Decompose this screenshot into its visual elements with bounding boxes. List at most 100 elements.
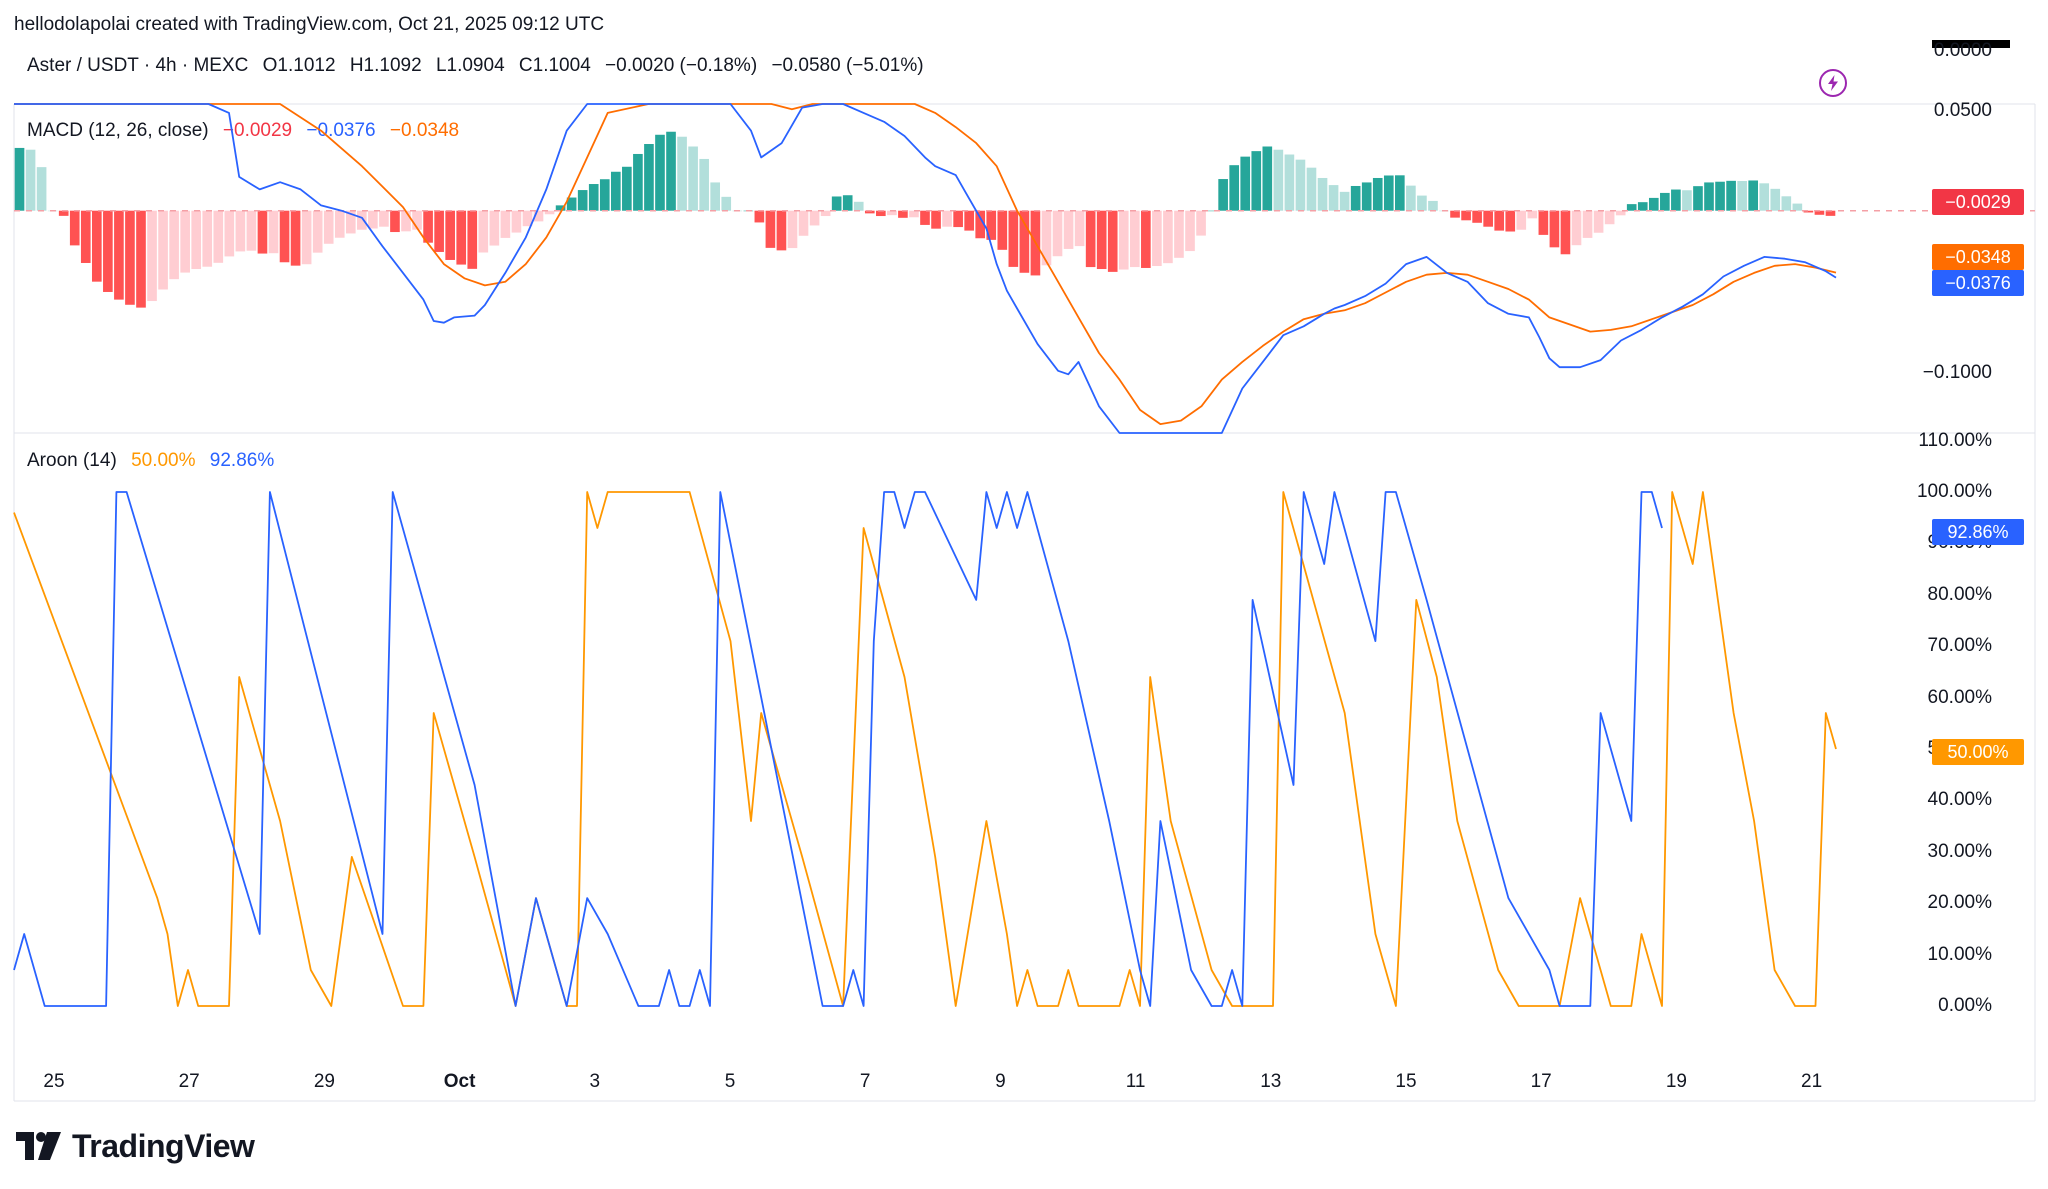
flash-icon[interactable] <box>1818 68 1848 98</box>
macd-hist-bar <box>1229 165 1240 211</box>
macd-hist-bar <box>1792 203 1803 211</box>
date-tick: 3 <box>589 1071 601 1092</box>
date-tick: 9 <box>995 1071 1006 1092</box>
macd-hist-bar <box>1129 210 1140 268</box>
macd-hist-bar <box>1383 175 1394 211</box>
macd-hist-bar <box>1041 210 1052 266</box>
macd-hist-bar <box>1284 154 1295 211</box>
macd-hist-bar <box>334 210 345 238</box>
macd-hist-bar <box>1814 210 1825 215</box>
macd-hist-bar <box>876 210 886 217</box>
symbol-name[interactable]: Aster / USDT · 4h · MEXC <box>27 55 249 76</box>
aroon-up-line <box>13 491 1837 1007</box>
aroon-down-value: 92.86% <box>209 450 275 471</box>
macd-hist-bar <box>1008 210 1019 267</box>
macd-hist-bar <box>1074 210 1085 247</box>
macd-hist-bar <box>1626 204 1637 211</box>
macd-hist-bar <box>1361 182 1372 211</box>
macd-hist-bar <box>677 136 687 211</box>
macd-hist-bar <box>1251 151 1262 211</box>
aroon-axis-tick: 30.00% <box>1927 840 1992 862</box>
tradingview-logo[interactable]: TradingView <box>16 1128 255 1164</box>
macd-hist-bar <box>1218 179 1228 211</box>
macd-hist-bar <box>710 182 721 211</box>
aroon-title[interactable]: Aroon (14) <box>27 450 117 471</box>
macd-hist-bar <box>1825 210 1836 216</box>
macd-hist-bar <box>257 210 268 254</box>
macd-hist-bar <box>180 210 190 273</box>
macd-hist-bar <box>1163 210 1173 264</box>
macd-hist-bar <box>1019 210 1030 273</box>
macd-hist-bar <box>1306 167 1317 211</box>
macd-hist-bar <box>36 167 47 211</box>
top-axis-value: 0.0000 <box>1933 40 1992 61</box>
macd-hist-bar <box>1560 210 1571 255</box>
macd-hist-bar <box>25 149 36 211</box>
date-tick: 17 <box>1530 1071 1552 1092</box>
macd-hist-bar <box>986 210 997 240</box>
macd-hist-bar <box>1748 180 1758 211</box>
date-tick: 21 <box>1801 1071 1823 1092</box>
date-tick: 5 <box>724 1071 736 1092</box>
macd-hist-bar <box>920 210 930 225</box>
macd-hist-bar <box>1317 177 1328 211</box>
macd-hist-bar <box>588 184 599 211</box>
macd-hist-tag: −0.0029 <box>1932 189 2024 215</box>
macd-hist-bar <box>401 210 411 232</box>
macd-hist-bar <box>1549 210 1560 248</box>
macd-hist-bar <box>1704 182 1714 211</box>
macd-hist-bar <box>158 210 168 290</box>
macd-hist-bar <box>489 210 500 246</box>
macd-hist-bar <box>931 210 941 229</box>
macd-hist-bar <box>633 153 643 211</box>
macd-hist-bar <box>555 205 566 211</box>
ohlc-close: C1.1004 <box>518 55 591 76</box>
macd-hist-bar <box>666 131 676 211</box>
macd-hist-bar <box>1395 175 1405 211</box>
macd-hist-bar <box>125 210 135 305</box>
macd-hist-bar <box>246 210 257 251</box>
macd-signal-value: −0.0348 <box>389 120 460 141</box>
macd-hist-bar <box>721 196 732 211</box>
macd-hist-bar <box>699 158 709 211</box>
macd-hist-bar <box>368 210 378 229</box>
macd-hist-bar <box>191 210 202 270</box>
macd-line-tag: −0.0376 <box>1932 270 2024 296</box>
macd-hist-bar <box>1185 210 1195 252</box>
macd-hist-bar <box>412 210 422 230</box>
macd-hist-bar <box>1726 180 1736 211</box>
macd-hist-bar <box>1372 177 1383 211</box>
macd-hist-bar <box>169 210 179 280</box>
macd-hist-bar <box>655 134 665 211</box>
macd-hist-bar <box>544 210 555 215</box>
macd-hist-bar <box>345 210 356 234</box>
macd-hist-bar <box>434 210 444 252</box>
macd-hist-bar <box>953 210 963 228</box>
date-tick: 29 <box>313 1071 335 1092</box>
macd-hist-bar <box>942 210 952 227</box>
macd-hist-bar <box>853 201 864 211</box>
macd-hist-bar <box>787 210 798 249</box>
macd-hist-bar <box>1196 210 1206 236</box>
macd-hist-bar <box>1505 210 1516 232</box>
macd-hist-bar <box>964 210 974 231</box>
macd-hist-bar <box>1737 181 1747 211</box>
macd-hist-bar <box>147 210 157 302</box>
aroon-axis-tick: 80.00% <box>1927 583 1992 605</box>
aroon-axis-tick: 60.00% <box>1927 686 1992 708</box>
price-change-period: −0.0580 (−5.01%) <box>771 55 924 76</box>
macd-line <box>14 103 1837 434</box>
macd-hist-bar <box>1118 210 1129 270</box>
macd-title[interactable]: MACD (12, 26, close) <box>27 120 209 141</box>
macd-hist-bar <box>599 179 610 211</box>
macd-hist-bar <box>80 210 91 263</box>
macd-hist-bar <box>1262 146 1273 211</box>
price-change: −0.0020 (−0.18%) <box>605 55 758 76</box>
macd-hist-bar <box>379 210 389 227</box>
macd-hist-bar <box>1417 195 1427 211</box>
aroon-axis-tick: 100.00% <box>1916 481 1992 502</box>
macd-hist-bar <box>357 210 367 230</box>
macd-hist-bar <box>1450 210 1460 218</box>
macd-hist-bar <box>522 210 533 227</box>
